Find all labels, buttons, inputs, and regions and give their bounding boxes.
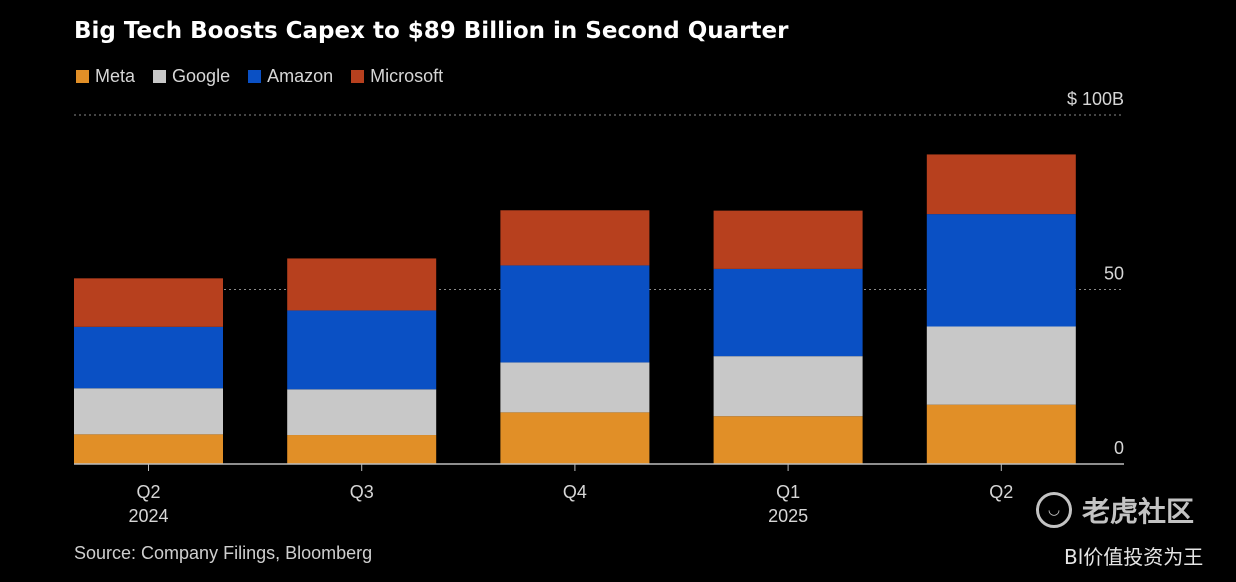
legend-swatch [351,70,365,83]
bar-segment-google [287,389,437,436]
watermark: ◡ 老虎社区 [1036,490,1194,530]
bar-segment-amazon [500,265,650,363]
bar-segment-meta [713,416,863,464]
legend-label: Amazon [267,66,334,86]
bar-segment-google [713,356,863,417]
bar-segment-google [74,388,223,435]
chart-title: Big Tech Boosts Capex to $89 Billion in … [74,18,789,44]
legend-label: Google [172,66,231,86]
y-tick-label: 50 [1104,264,1124,284]
bar-segment-microsoft [926,154,1076,215]
x-tick-label: Q2 [989,482,1013,502]
legend-swatch [76,70,89,83]
x-tick-label: Q3 [350,482,374,502]
legend-label: Microsoft [370,66,444,86]
bar-segment-meta [287,435,437,464]
watermark-caption: Bl价值投资为王 [1064,545,1204,569]
tiger-logo-icon: ◡ [1036,492,1072,528]
x-tick-label: Q1 [776,482,800,502]
bar-segment-microsoft [74,278,223,327]
bar-segment-google [926,326,1076,405]
bar-segment-google [500,362,650,413]
bar-segment-amazon [287,310,437,390]
legend-swatch [248,70,262,83]
bar-segment-meta [74,434,223,464]
legend-item-meta: Meta [76,66,135,87]
legend-label: Meta [95,66,136,86]
legend-item-amazon: Amazon [248,66,333,87]
legend-item-google: Google [153,66,230,87]
bar-segment-amazon [74,326,223,389]
bar-segment-microsoft [713,210,863,269]
bar-segment-amazon [926,214,1076,327]
y-tick-label: $ 100B [1067,89,1124,109]
bar-segment-microsoft [287,258,437,311]
x-tick-label-year: 2024 [128,506,168,526]
legend-swatch [153,70,167,83]
bar-segment-meta [926,404,1076,464]
bar-segment-meta [500,412,650,464]
x-tick-label-year: 2025 [768,506,808,526]
x-tick-label: Q2 [136,482,160,502]
legend-item-microsoft: Microsoft [351,66,443,87]
chart-legend: Meta Google Amazon Microsoft [76,66,443,87]
y-tick-label: 0 [1114,438,1124,458]
x-tick-label: Q4 [563,482,587,502]
watermark-brand: 老虎社区 [1082,495,1195,528]
source-note: Source: Company Filings, Bloomberg [74,543,373,563]
bar-segment-amazon [713,268,863,357]
bar-segment-microsoft [500,210,650,266]
